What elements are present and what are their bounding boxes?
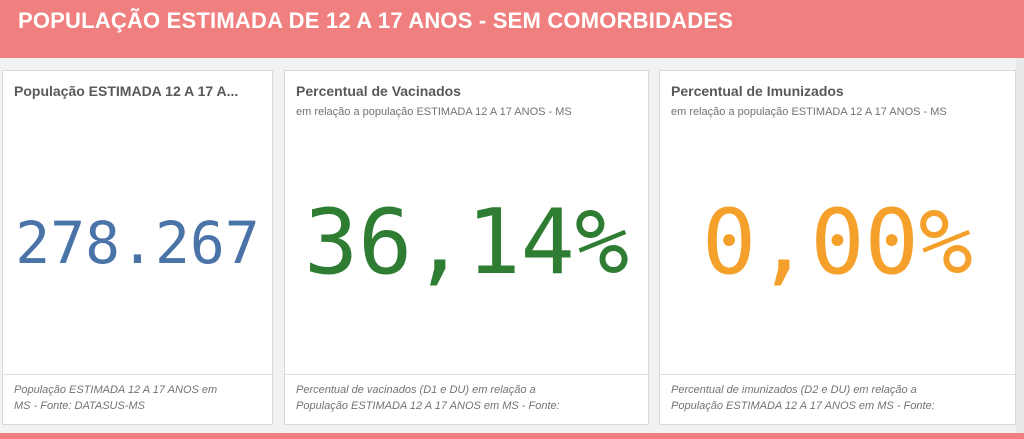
kpi-value: 0,00% (702, 190, 973, 295)
dashboard-header: POPULAÇÃO ESTIMADA DE 12 A 17 ANOS - SEM… (0, 0, 1024, 58)
next-section-header (0, 433, 1024, 439)
footer-line: População ESTIMADA 12 A 17 ANOS em MS - … (296, 400, 560, 412)
kpi-card-vaccinated[interactable]: Percentual de Vacinados em relação a pop… (284, 70, 649, 425)
kpi-value: 278.267 (15, 209, 260, 277)
card-title: Percentual de Vacinados (296, 83, 461, 99)
page-title: POPULAÇÃO ESTIMADA DE 12 A 17 ANOS - SEM… (18, 8, 734, 33)
kpi-value: 36,14% (303, 190, 630, 295)
card-subtitle: em relação a população ESTIMADA 12 A 17 … (296, 106, 572, 118)
kpi-card-population[interactable]: População ESTIMADA 12 A 17 A... 278.267 … (2, 70, 273, 425)
card-title: Percentual de Imunizados (671, 83, 844, 99)
footer-line: Percentual de vacinados (D1 e DU) em rel… (296, 384, 536, 396)
card-footer: População ESTIMADA 12 A 17 ANOS em MS - … (3, 374, 272, 424)
card-subtitle: em relação a população ESTIMADA 12 A 17 … (671, 106, 947, 118)
card-title: População ESTIMADA 12 A 17 A... (14, 83, 239, 99)
footer-line: Percentual de imunizados (D2 e DU) em re… (671, 384, 917, 396)
card-footer: Percentual de vacinados (D1 e DU) em rel… (285, 374, 648, 424)
footer-line: População ESTIMADA 12 A 17 ANOS em MS - … (671, 400, 935, 412)
footer-line: MS - Fonte: DATASUS-MS (14, 400, 146, 412)
card-footer: Percentual de imunizados (D2 e DU) em re… (660, 374, 1015, 424)
scrollbar-track[interactable] (1016, 58, 1024, 433)
footer-line: População ESTIMADA 12 A 17 ANOS em (14, 384, 218, 396)
kpi-card-immunized[interactable]: Percentual de Imunizados em relação a po… (659, 70, 1016, 425)
